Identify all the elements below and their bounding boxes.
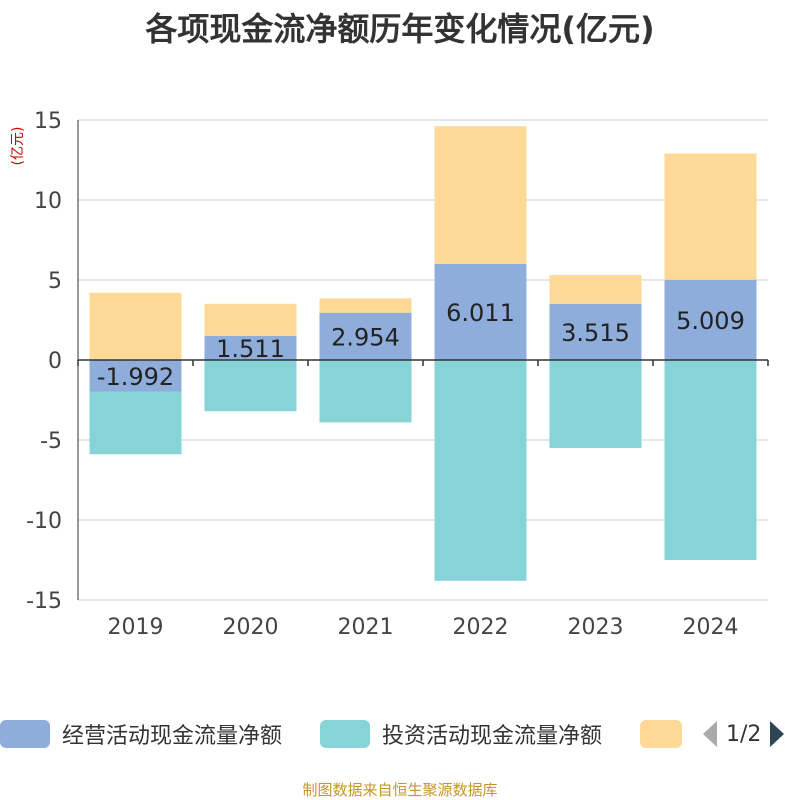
- y-tick-label: 15: [34, 109, 62, 134]
- bar-series-0-2020[interactable]: [204, 335, 297, 360]
- legend-label-operating: 经营活动现金流量净额: [62, 724, 283, 749]
- data-label: 6.011: [446, 299, 515, 327]
- prev-page-icon[interactable]: [700, 719, 720, 749]
- y-tick-label: 10: [34, 189, 62, 214]
- bar-series-1-2019[interactable]: [89, 391, 182, 455]
- bar-series-0-2021[interactable]: [319, 312, 412, 360]
- data-label: -1.992: [97, 363, 174, 391]
- bar-series-1-2023[interactable]: [549, 360, 642, 448]
- y-tick-label: 5: [48, 269, 62, 294]
- y-axis-label: (亿元): [10, 127, 26, 166]
- data-label: 1.511: [216, 335, 285, 363]
- bar-series-2-2020[interactable]: [204, 303, 297, 336]
- bar-series-1-2021[interactable]: [319, 360, 412, 423]
- legend-item-investing[interactable]: 投资活动现金流量净额: [320, 716, 602, 752]
- legend-swatch-financing: [640, 720, 682, 748]
- bar-series-0-2024[interactable]: [664, 279, 757, 360]
- bar-series-1-2024[interactable]: [664, 360, 757, 560]
- bar-series-0-2023[interactable]: [549, 303, 642, 360]
- legend-item-financing[interactable]: [640, 716, 682, 752]
- x-tick-label: 2022: [453, 615, 509, 640]
- next-page-icon[interactable]: [767, 719, 787, 749]
- bar-series-2-2019[interactable]: [89, 292, 182, 360]
- x-tick-label: 2020: [223, 615, 279, 640]
- data-label: 5.009: [676, 307, 745, 335]
- y-tick-label: 0: [48, 349, 62, 374]
- legend-swatch-operating: [0, 720, 50, 748]
- x-tick-label: 2021: [338, 615, 394, 640]
- x-tick-label: 2019: [108, 615, 164, 640]
- bar-series-1-2020[interactable]: [204, 360, 297, 412]
- legend-item-operating[interactable]: 经营活动现金流量净额: [0, 716, 282, 752]
- chart-title: 各项现金流净额历年变化情况(亿元): [145, 10, 655, 48]
- bar-series-2-2024[interactable]: [664, 153, 757, 280]
- legend-page-indicator: 1/2: [726, 721, 762, 747]
- bar-series-2-2022[interactable]: [434, 126, 527, 264]
- y-tick-label: -10: [26, 509, 62, 534]
- data-label: 2.954: [331, 323, 400, 351]
- bar-series-0-2019[interactable]: [89, 360, 182, 392]
- bar-series-0-2022[interactable]: [434, 263, 527, 360]
- legend: 经营活动现金流量净额 投资活动现金流量净额: [0, 716, 800, 752]
- legend-label-investing: 投资活动现金流量净额: [382, 724, 603, 749]
- legend-swatch-investing: [320, 720, 370, 748]
- data-label: 3.515: [561, 319, 630, 347]
- data-source-note: 制图数据来自恒生聚源数据库: [302, 781, 498, 799]
- y-tick-label: -15: [26, 589, 62, 614]
- y-tick-label: -5: [40, 429, 62, 454]
- x-tick-label: 2024: [683, 615, 739, 640]
- x-tick-label: 2023: [568, 615, 624, 640]
- legend-pager: 1/2: [700, 716, 787, 752]
- bar-series-2-2021[interactable]: [319, 298, 412, 313]
- bar-series-2-2023[interactable]: [549, 274, 642, 304]
- bar-series-1-2022[interactable]: [434, 360, 527, 581]
